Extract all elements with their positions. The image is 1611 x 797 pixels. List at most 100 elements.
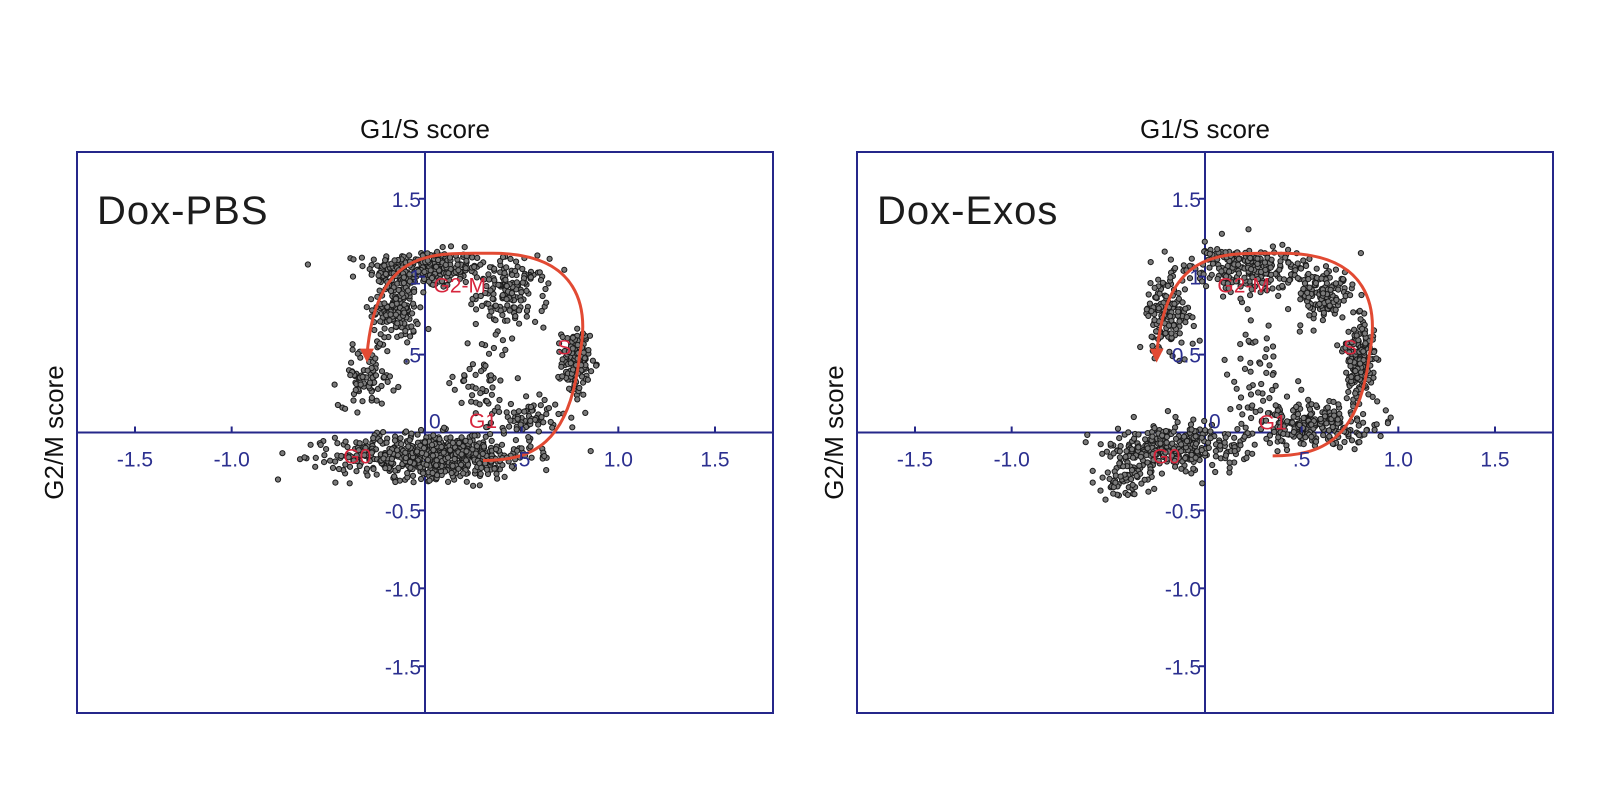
scatter-point [440,449,447,456]
scatter-point [1234,426,1241,433]
scatter-point [1176,318,1183,325]
scatter-point [494,475,501,482]
scatter-point [446,380,453,387]
y-tick-label: 1.5 [1172,189,1201,212]
scatter-point [1181,433,1188,440]
scatter-point [1267,264,1274,271]
scatter-point [352,386,359,394]
scatter-point [567,360,574,367]
scatter-point [1148,333,1155,340]
scatter-point [1190,322,1197,330]
scatter-point [388,455,395,462]
scatter-point [1180,262,1187,269]
scatter-point [1347,292,1354,299]
scatter-point [1145,312,1152,319]
scatter-point [1246,384,1253,391]
scatter-point [586,332,594,339]
scatter-point [327,457,334,464]
scatter-point [1141,476,1148,483]
scatter-point [1162,330,1169,337]
scatter-point [1346,349,1353,356]
scatter-point [1335,401,1342,408]
scatter-point [523,313,530,320]
scatter-point [377,331,384,338]
scatter-point [1189,340,1196,347]
scatter-point [1192,454,1199,461]
scatter-point [1151,425,1158,432]
scatter-point [1275,434,1282,441]
scatter-point [421,268,428,275]
scatter-point [381,373,388,381]
scatter-point [537,277,545,284]
scatter-point [1332,306,1339,313]
scatter-point [1371,426,1378,433]
scatter-point [1247,368,1254,375]
scatter-point [1357,360,1364,367]
scatter-point [1217,442,1224,449]
scatter-point [1353,332,1360,339]
trajectory-arrowhead [1149,348,1164,363]
scatter-point [394,447,401,454]
scatter-point [487,377,494,384]
scatter-point [1114,425,1122,432]
scatter-point [1226,464,1233,471]
scatter-point [473,306,480,313]
scatter-point [334,440,341,447]
scatter-point [1149,433,1156,440]
scatter-point [512,437,520,444]
scatter-point [1247,317,1254,324]
scatter-point [372,372,380,379]
scatter-point [503,282,510,290]
scatter-point [433,457,440,464]
scatter-point [1280,276,1288,283]
scatter-point [588,368,595,375]
scatter-point [1271,428,1278,435]
scatter-point [346,480,353,487]
scatter-point [403,428,410,435]
scatter-point [398,332,405,339]
scatter-point [1280,430,1287,437]
scatter-point [356,462,363,470]
scatter-point [1327,286,1334,293]
scatter-point [1163,439,1170,446]
scatter-point [1202,427,1209,434]
scatter-point [1262,417,1270,424]
scatter-point [1301,280,1309,287]
scatter-point [442,261,449,268]
scatter-point [1241,274,1248,281]
scatter-point [1326,433,1333,440]
scatter-point [375,272,382,279]
scatter-point [1102,496,1109,503]
scatter-point [492,302,499,309]
scatter-point [1348,373,1355,380]
scatter-point [426,477,433,484]
scatter-point [507,400,514,408]
scatter-point [1254,255,1261,262]
scatter-point [390,387,397,394]
scatter-point [359,373,366,380]
scatter-point [404,470,411,477]
scatter-point [381,300,388,307]
scatter-point [1168,452,1175,459]
x-tick-label: -1.0 [994,449,1030,472]
scatter-point [1293,403,1300,410]
scatter-point [1237,355,1244,362]
scatter-point [559,356,566,363]
scatter-point [491,465,498,472]
scatter-point [1279,241,1286,248]
scatter-point [394,320,401,327]
scatter-point [1310,327,1317,334]
scatter-point [472,450,479,457]
scatter-point [589,357,597,364]
scatter-point [470,482,477,489]
scatter-point [1285,259,1292,266]
scatter-point [465,383,472,390]
scatter-point [1178,448,1185,455]
scatter-point [401,309,408,316]
scatter-point [387,311,394,318]
scatter-point [1356,439,1363,446]
scatter-point [454,261,461,268]
scatter-point [487,419,494,426]
phase-label: G0 [343,446,371,469]
scatter-point [321,459,328,466]
